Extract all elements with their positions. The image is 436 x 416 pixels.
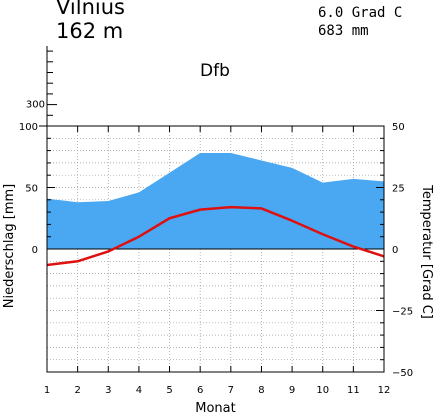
temperature-line (46, 205, 385, 267)
axis-ticks (39, 50, 385, 373)
x-axis-tick-label: 11 (347, 385, 360, 396)
x-axis-tick-label: 4 (136, 385, 142, 396)
climate-classification: Dfb (200, 61, 230, 81)
x-axis-tick-label: 5 (166, 385, 172, 396)
upper-axis-tick-label: 300 (26, 100, 45, 111)
precipitation-area (47, 153, 384, 249)
x-axis-label: Monat (195, 401, 235, 416)
x-axis-tick-label: 2 (74, 385, 80, 396)
right-axis-tick-label: −50 (392, 368, 413, 379)
right-axis-tick-label: 0 (392, 245, 398, 256)
right-axis-tick-label: 25 (392, 184, 405, 195)
left-axis-tick-label: 100 (19, 122, 38, 133)
x-axis-tick-label: 9 (289, 385, 295, 396)
left-axis-tick-label: 50 (25, 184, 38, 195)
annual-precipitation: 683 mm (318, 23, 369, 39)
right-axis-tick-label: −25 (392, 307, 413, 318)
station-name: Vilnius (56, 0, 125, 19)
station-elevation: 162 m (56, 19, 124, 43)
x-axis-tick-label: 10 (316, 385, 329, 396)
x-axis-tick-label: 7 (228, 385, 234, 396)
annual-temperature: 6.0 Grad C (318, 5, 403, 21)
x-axis-tick-label: 8 (258, 385, 264, 396)
x-axis-tick-label: 12 (378, 385, 391, 396)
right-axis-label: Temperatur [Grad C] (419, 184, 434, 319)
right-axis-tick-label: 50 (392, 122, 405, 133)
x-axis-tick-label: 6 (197, 385, 203, 396)
left-axis-tick-label: 0 (32, 245, 38, 256)
left-axis-label: Niederschlag [mm] (2, 184, 17, 309)
x-axis-tick-label: 3 (105, 385, 111, 396)
x-axis-tick-label: 1 (44, 385, 50, 396)
